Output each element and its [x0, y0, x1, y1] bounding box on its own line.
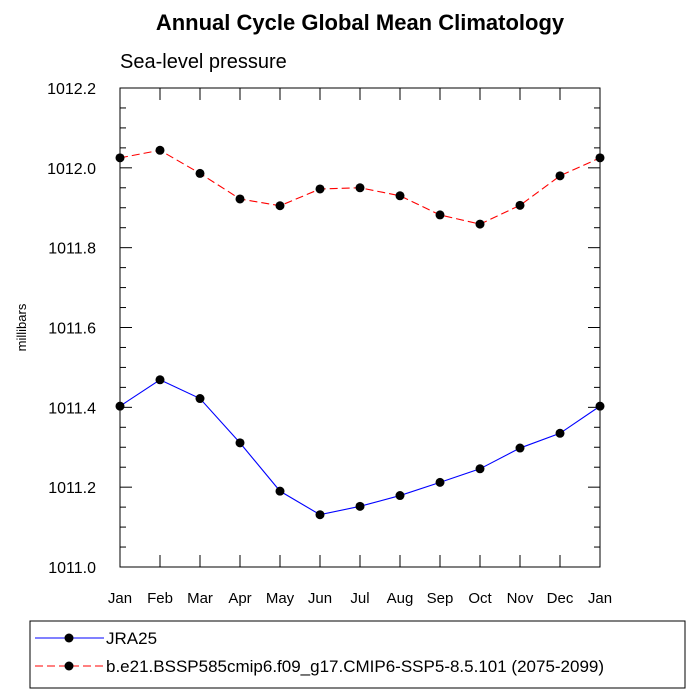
jra25-marker [555, 428, 565, 438]
model-marker [435, 210, 445, 220]
model-marker [195, 168, 205, 178]
x-tick-label: Jul [350, 590, 369, 607]
model-marker [395, 191, 405, 201]
legend: JRA25 b.e21.BSSP585cmip6.f09_g17.CMIP6-SS… [29, 620, 686, 689]
jra25-marker [155, 375, 165, 385]
chart-subtitle: Sea-level pressure [120, 51, 287, 73]
plot-frame [119, 87, 601, 568]
y-tick-label: 1011.8 [48, 241, 96, 258]
y-tick-label: 1011.4 [48, 400, 96, 417]
plot-layer: 1011.0 1011.2 1011.4 1011.6 1011.8 1012.0 1012… [47, 81, 612, 607]
jra25-marker [315, 510, 325, 520]
model-marker [235, 194, 245, 204]
x-tick-label: Aug [387, 590, 414, 607]
x-tick-label: Apr [228, 590, 251, 607]
y-tick-label: 1011.6 [48, 321, 96, 338]
jra25-line [119, 379, 601, 516]
y-tick-label: 1011.2 [48, 480, 96, 497]
jra25-marker [115, 401, 125, 411]
x-tick-label: Jan [588, 590, 612, 607]
model-marker [595, 153, 605, 163]
jra25-marker [515, 443, 525, 453]
x-tick-label: Jun [308, 590, 332, 607]
legend-frame [29, 620, 686, 689]
jra25-marker [395, 491, 405, 501]
model-marker [275, 201, 285, 211]
jra25-marker [235, 438, 245, 448]
legend-model-label: b.e21.BSSP585cmip6.f09_g17.CMIP6-SSP5-8.… [106, 657, 604, 676]
model-marker [355, 183, 365, 193]
model-marker [315, 184, 325, 194]
x-tick-label: Mar [187, 590, 213, 607]
y-tick-label: 1011.0 [48, 560, 96, 577]
legend-jra25-label: JRA25 [106, 629, 157, 648]
x-tick-label: Jan [108, 590, 132, 607]
x-tick-label: Feb [147, 590, 173, 607]
jra25-marker [275, 486, 285, 496]
model-marker [155, 145, 165, 155]
chart-title: Annual Cycle Global Mean Climatology [156, 10, 565, 35]
x-tick-label: Dec [547, 590, 574, 607]
jra25-marker [595, 401, 605, 411]
model-marker [115, 153, 125, 163]
legend-jra25-marker [64, 633, 74, 643]
jra25-marker [435, 477, 445, 487]
x-tick-label: Nov [507, 590, 534, 607]
x-tick-label: Sep [427, 590, 454, 607]
model-marker [475, 219, 485, 229]
jra25-marker [475, 464, 485, 474]
y-tick-label: 1012.0 [47, 161, 96, 178]
model-marker [555, 171, 565, 181]
jra25-marker [355, 501, 365, 511]
y-tick-label: 1012.2 [47, 81, 96, 98]
legend-model-marker [64, 661, 74, 671]
model-marker [515, 200, 525, 210]
x-tick-label: May [266, 590, 295, 607]
x-tick-label: Oct [468, 590, 492, 607]
y-axis-label: millibars [14, 303, 29, 351]
jra25-marker [195, 394, 205, 404]
